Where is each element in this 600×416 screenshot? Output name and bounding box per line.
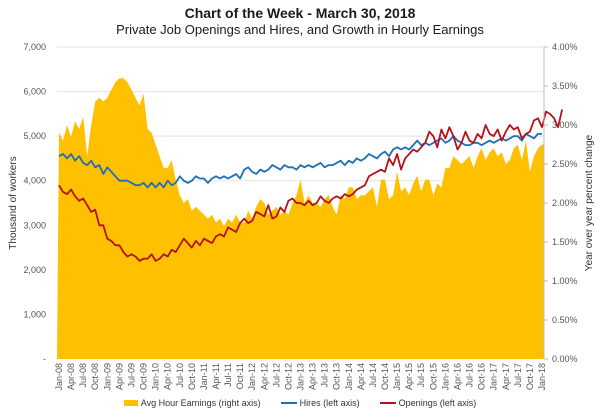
x-tick-label: Jul-13 [320,363,330,388]
y-left-tick-label: - [43,354,46,364]
x-tick-label: Apr-15 [404,363,414,390]
y-left-tick-label: 2,000 [23,265,46,275]
x-tick-label: Jan-10 [151,363,161,391]
y-right-tick-label: 0.50% [552,315,578,325]
y-left-tick-label: 6,000 [23,87,46,97]
x-tick-label: Jul-17 [513,363,523,388]
x-tick-label: Jan-08 [54,363,64,391]
x-tick-label: Jan-16 [440,363,450,391]
chart-title: Chart of the Week - March 30, 2018 [184,5,416,21]
x-tick-label: Oct-08 [90,363,100,390]
x-tick-label: Oct-11 [235,363,245,389]
x-tick-label: Jul-15 [416,363,426,388]
x-tick-label: Jan-11 [199,363,209,390]
x-tick-label: Jan-13 [296,363,306,391]
x-tick-label: Oct-13 [332,363,342,390]
series-line-openings [58,109,563,262]
y-right-tick-label: 1.00% [552,276,578,286]
x-tick-label: Jan-15 [392,363,402,391]
x-tick-label: Apr-09 [114,363,124,390]
earnings-area-layer [57,78,544,359]
legend-swatch-hires [280,402,297,404]
x-tick-label: Apr-12 [259,363,269,390]
x-tick-label: Apr-14 [356,363,366,390]
legend-label-hires: Hires (left axis) [299,398,360,408]
legend-swatch-openings [379,402,396,404]
y-left-tick-label: 4,000 [23,176,46,186]
y-left-tick-label: 1,000 [23,309,46,319]
chart-subtitle: Private Job Openings and Hires, and Grow… [116,22,484,37]
x-tick-label: Oct-14 [380,363,390,390]
y-right-tick-label: 4.00% [552,42,578,52]
x-tick-label: Apr-10 [163,363,173,390]
x-tick-label: Jan-17 [489,363,499,391]
x-tick-label: Jul-16 [465,363,475,388]
y-right-tick-label: 0.00% [552,354,578,364]
x-tick-label: Jul-08 [78,363,88,388]
x-tick-label: Oct-10 [187,363,197,390]
x-tick-label: Jul-12 [271,363,281,388]
y-right-tick-label: 2.00% [552,198,578,208]
y-axis-left-title: Thousand of workers [8,156,19,249]
x-tick-label: Apr-11 [211,363,221,389]
x-tick-label: Jul-09 [126,363,136,388]
x-tick-label: Oct-16 [477,363,487,390]
x-tick-label: Jan-12 [247,363,257,391]
y-left-tick-label: 3,000 [23,220,46,230]
x-tick-label: Apr-08 [66,363,76,390]
x-tick-label: Apr-16 [452,363,462,390]
y-axis-right-title: Year over year percent change [584,134,595,271]
x-tick-label: Apr-17 [501,363,511,390]
x-tick-label: Jul-10 [175,363,185,388]
x-tick-label: Jul-11 [223,363,233,387]
series-area-earnings [57,78,544,359]
y-left-tick-label: 7,000 [23,42,46,52]
y-right-tick-label: 2.50% [552,159,578,169]
x-tick-label: Oct-09 [139,363,149,390]
axes: - 1,000 2,000 3,000 4,000 5,000 6,000 7,000 0.00… [23,42,577,391]
legend-swatch-earnings [123,400,138,406]
y-right-tick-label: 3.50% [552,81,578,91]
x-tick-label: Jan-14 [344,363,354,391]
x-tick-label: Oct-12 [283,363,293,390]
y-right-tick-label: 1.50% [552,237,578,247]
legend-item-hires: Hires (left axis) [280,398,360,408]
x-tick-label: Jan-18 [537,363,547,391]
legend-item-earnings: Avg Hour Earnings (right axis) [123,398,261,408]
legend-label-openings: Openings (left axis) [398,398,477,408]
y-left-tick-label: 5,000 [23,131,46,141]
legend: Avg Hour Earnings (right axis) Hires (le… [0,398,600,408]
x-tick-label: Jan-09 [102,363,112,391]
x-tick-label: Oct-15 [428,363,438,390]
x-tick-label: Jul-14 [368,363,378,388]
legend-item-openings: Openings (left axis) [379,398,477,408]
legend-label-earnings: Avg Hour Earnings (right axis) [140,398,261,408]
x-tick-label: Oct-17 [525,363,535,390]
y-right-tick-label: 3.00% [552,120,578,130]
x-tick-label: Apr-13 [308,363,318,390]
line-layer [58,109,563,262]
